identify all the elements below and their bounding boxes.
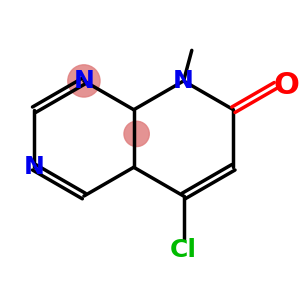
Circle shape xyxy=(68,65,100,97)
Text: Cl: Cl xyxy=(170,238,197,262)
Text: O: O xyxy=(273,71,299,100)
Text: N: N xyxy=(173,69,194,93)
Circle shape xyxy=(124,121,149,146)
Text: N: N xyxy=(74,69,94,93)
Text: N: N xyxy=(24,155,44,179)
